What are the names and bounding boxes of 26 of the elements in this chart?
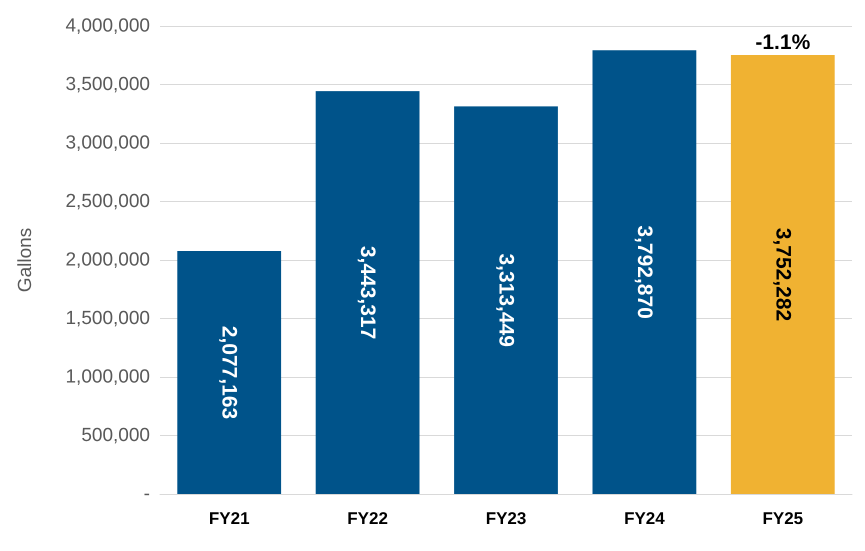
x-tick-label: FY25 <box>762 509 804 528</box>
bar <box>177 250 282 494</box>
y-tick-label: 4,000,000 <box>65 16 150 36</box>
data-label: 3,443,317 <box>356 246 380 340</box>
data-label: 3,792,870 <box>632 225 656 319</box>
data-label: 2,077,163 <box>218 326 241 420</box>
y-axis-title: Gallons <box>15 228 36 292</box>
x-tick-label: FY22 <box>347 509 388 528</box>
bar <box>316 91 420 494</box>
y-tick-label: 1,000,000 <box>65 366 150 388</box>
x-tick-label: FY21 <box>208 509 250 528</box>
y-tick-label: 3,000,000 <box>65 132 150 154</box>
y-tick-label: - <box>144 484 150 504</box>
bar <box>592 50 696 494</box>
data-label: 3,313,449 <box>494 253 518 347</box>
bar <box>730 54 835 494</box>
y-tick-label: 500,000 <box>81 425 150 446</box>
x-tick-label: FY23 <box>486 509 526 528</box>
y-tick-label: 2,000,000 <box>65 250 150 270</box>
bar <box>454 106 558 494</box>
data-label: 3,752,282 <box>771 228 794 322</box>
y-tick-label: 2,500,000 <box>65 191 150 212</box>
x-tick-label: FY24 <box>624 509 666 528</box>
y-tick-label: 3,500,000 <box>65 74 150 95</box>
annotation: -1.1% <box>755 30 811 54</box>
y-tick-label: 1,500,000 <box>65 308 150 329</box>
